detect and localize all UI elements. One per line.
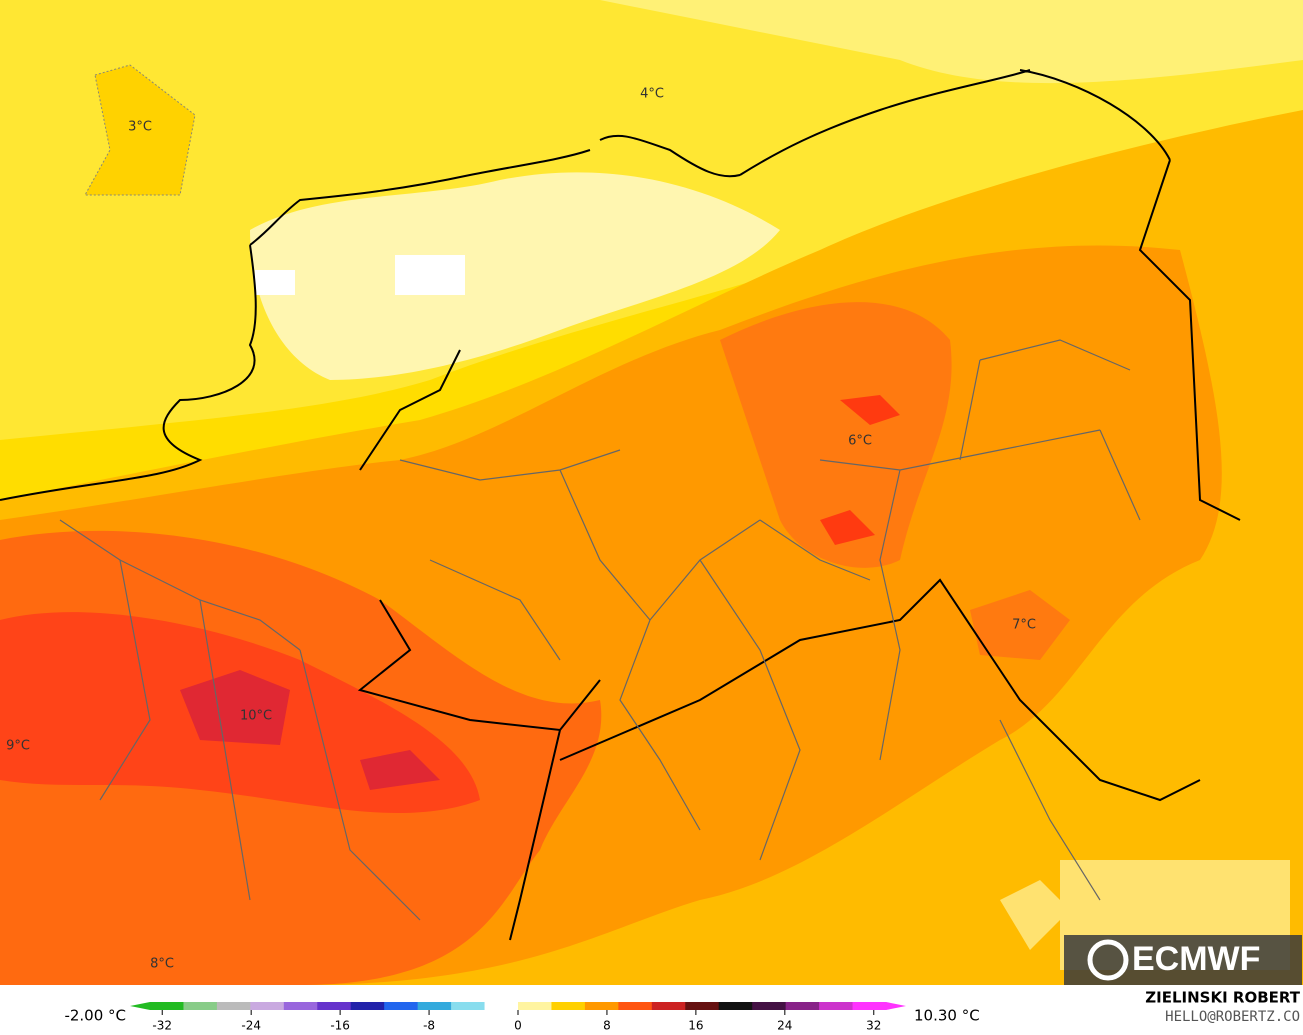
- colorbar-tip: [886, 1002, 906, 1010]
- contour-label: 7°C: [1012, 618, 1036, 633]
- colorbar-segment: [183, 1002, 218, 1010]
- colorbar-segment: [150, 1002, 184, 1010]
- colorbar-segment: [384, 1002, 419, 1010]
- contour-label: 9°C: [6, 739, 30, 754]
- colorbar-segment: [283, 1002, 318, 1010]
- contour-label: 8°C: [150, 957, 174, 972]
- colorbar-segment: [718, 1002, 753, 1010]
- contour-label: 6°C: [848, 434, 872, 449]
- colorbar-segment: [451, 1002, 486, 1010]
- colorbar-segment: [250, 1002, 285, 1010]
- colorbar-segment: [651, 1002, 686, 1010]
- colorbar-segment: [551, 1002, 586, 1010]
- credit-email: HELLO@ROBERTZ.CO: [1165, 1009, 1300, 1025]
- colorbar-segment: [518, 1002, 552, 1010]
- min-label: -2.00 °C: [64, 1007, 126, 1025]
- colorbar-tick-label: 16: [688, 1019, 703, 1033]
- temperature-field: [0, 0, 1303, 985]
- colorbar-tick-label: 32: [866, 1019, 881, 1033]
- colorbar-segment: [852, 1002, 887, 1010]
- colorbar-segment: [685, 1002, 720, 1010]
- logo: ECMWF: [1064, 935, 1302, 985]
- colorbar-tick-label: -8: [423, 1019, 435, 1033]
- colorbar: -32 -24 -16 -8 0 8 16 24 32: [130, 1002, 906, 1033]
- colorbar-segment: [752, 1002, 787, 1010]
- colorbar-segment: [484, 1002, 519, 1010]
- colorbar-segment: [819, 1002, 854, 1010]
- colorbar-tip: [130, 1002, 150, 1010]
- colorbar-segment: [618, 1002, 653, 1010]
- colorbar-segment: [317, 1002, 352, 1010]
- colorbar-tick-label: -16: [330, 1019, 350, 1033]
- logo-text: ECMWF: [1132, 940, 1260, 978]
- colorbar-tick-label: -32: [152, 1019, 172, 1033]
- colorbar-segment: [785, 1002, 820, 1010]
- contour-label: 4°C: [640, 87, 664, 102]
- credit-name: ZIELINSKI ROBERT: [1145, 989, 1300, 1007]
- contour-label: 10°C: [240, 709, 272, 724]
- max-label: 10.30 °C: [914, 1007, 980, 1025]
- colorbar-segment: [216, 1002, 251, 1010]
- colorbar-tick-label: 0: [514, 1019, 522, 1033]
- colorbar-tick-label: 8: [603, 1019, 611, 1033]
- colorbar-segment: [584, 1002, 619, 1010]
- colorbar-tick-label: -24: [241, 1019, 261, 1033]
- colorbar-tick-label: 24: [777, 1019, 792, 1033]
- colorbar-segment: [350, 1002, 385, 1010]
- colorbar-segment: [417, 1002, 452, 1010]
- contour-label: 3°C: [128, 120, 152, 135]
